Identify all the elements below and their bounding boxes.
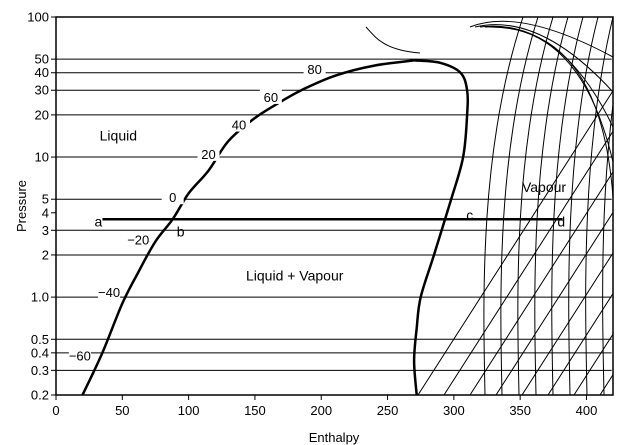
y-tick-label: 0.5 bbox=[31, 332, 49, 347]
x-tick-label: 200 bbox=[310, 403, 332, 418]
y-tick-label: 0.4 bbox=[31, 345, 49, 360]
superheat-isentrope bbox=[495, 211, 613, 395]
region-annotations: Liquid Liquid + Vapour Vapour a b c d bbox=[95, 128, 567, 284]
isotherm-label: 20 bbox=[201, 147, 215, 162]
y-axis-label: Pressure bbox=[14, 180, 29, 232]
superheat-curve-grid bbox=[365, 17, 613, 395]
isotherm-label-background bbox=[98, 284, 121, 300]
isotherm-label-background bbox=[228, 116, 251, 132]
isotherm-label: −20 bbox=[127, 232, 149, 247]
x-tick-label: 0 bbox=[52, 403, 59, 418]
saturation-dome bbox=[81, 59, 470, 396]
y-tick-label: 0.3 bbox=[31, 363, 49, 378]
isotherm-label: 40 bbox=[232, 118, 246, 133]
critical-isotherm bbox=[365, 26, 421, 54]
x-tick-label: 100 bbox=[178, 403, 200, 418]
isotherm-label: 0 bbox=[169, 190, 176, 205]
x-tick-label: 50 bbox=[115, 403, 129, 418]
superheat-isotherm bbox=[585, 17, 613, 395]
x-axis-label: Enthalpy bbox=[309, 430, 360, 445]
isobar-lines bbox=[56, 58, 612, 371]
superheat-isotherm bbox=[602, 100, 613, 395]
y-tick-label: 0.2 bbox=[31, 388, 49, 403]
isotherm-label-background bbox=[259, 88, 282, 104]
chart-annotation: Liquid + Vapour bbox=[246, 268, 344, 284]
superheat-isotherm bbox=[534, 17, 569, 395]
y-tick-label: 1.0 bbox=[31, 290, 49, 305]
superheat-isotherm bbox=[483, 17, 524, 395]
isotherm-label: 80 bbox=[307, 62, 321, 77]
chart-annotation: b bbox=[177, 223, 185, 239]
y-tick-label: 2 bbox=[42, 247, 49, 262]
superheat-isentrope bbox=[443, 130, 613, 395]
superheat-isotherm bbox=[568, 17, 599, 395]
y-tick-label: 3 bbox=[42, 223, 49, 238]
x-tick-label: 250 bbox=[377, 403, 399, 418]
saturated-liquid-line bbox=[81, 59, 415, 396]
isotherm-label-background bbox=[197, 145, 220, 161]
y-tick-label: 50 bbox=[35, 52, 49, 67]
y-tick-label: 100 bbox=[27, 10, 49, 25]
x-axis-ticks: 0 50 100 150 200 250 300 350 400 bbox=[52, 395, 597, 418]
superheat-arc bbox=[489, 26, 613, 198]
y-tick-label: 20 bbox=[35, 107, 49, 122]
superheat-arc bbox=[469, 20, 613, 58]
chart-annotation: c bbox=[466, 207, 473, 223]
saturated-vapour-line bbox=[412, 59, 470, 396]
isotherm-labels: 80 60 40 20 0 −20 −40 −60 bbox=[68, 61, 326, 364]
chart-annotation: a bbox=[95, 214, 103, 230]
superheat-isentrope bbox=[547, 292, 613, 395]
chart-annotation: Vapour bbox=[522, 179, 566, 195]
y-tick-label: 5 bbox=[42, 192, 49, 207]
superheat-isentrope bbox=[417, 89, 613, 395]
isotherm-label: 60 bbox=[264, 90, 278, 105]
x-tick-label: 150 bbox=[244, 403, 266, 418]
superheat-isentrope bbox=[469, 170, 613, 395]
superheat-isentrope bbox=[573, 333, 613, 395]
isotherm-label-background bbox=[161, 189, 184, 205]
y-tick-label: 10 bbox=[35, 150, 49, 165]
x-tick-label: 300 bbox=[443, 403, 465, 418]
x-tick-label: 400 bbox=[576, 403, 598, 418]
isotherm-label-background bbox=[127, 231, 150, 247]
isotherm-label: −60 bbox=[69, 349, 91, 364]
x-tick-label: 350 bbox=[509, 403, 531, 418]
y-tick-label: 40 bbox=[35, 65, 49, 80]
y-tick-label: 30 bbox=[35, 83, 49, 98]
y-tick-label: 4 bbox=[42, 205, 49, 220]
superheat-arc bbox=[474, 24, 613, 93]
plot-frame bbox=[55, 16, 614, 396]
superheat-isentrope bbox=[521, 252, 613, 395]
chart-annotation: d bbox=[557, 214, 565, 230]
isotherm-label-background bbox=[68, 347, 91, 363]
isotherm-label: −40 bbox=[98, 285, 120, 300]
chart-annotation: Liquid bbox=[100, 128, 137, 144]
isotherm-label-background bbox=[303, 61, 326, 77]
